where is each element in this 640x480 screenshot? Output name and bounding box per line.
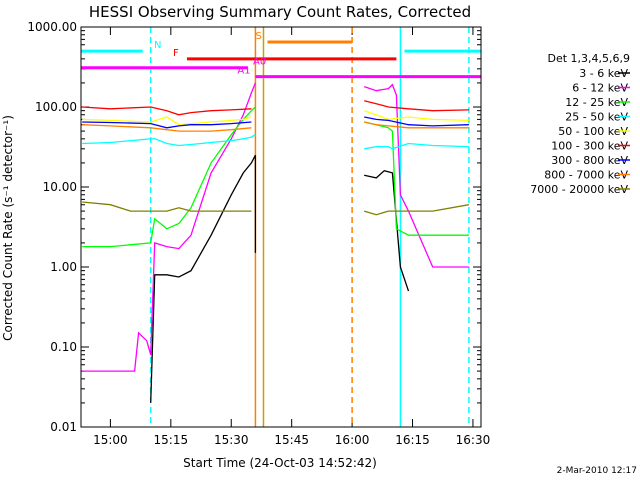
plot-frame [80, 26, 482, 428]
series-line-5 [82, 106, 252, 116]
y-tick-label: 0.01 [50, 420, 77, 434]
series-line-0 [150, 154, 257, 403]
flag-label: N [154, 40, 161, 51]
y-tick-label: 0.10 [50, 340, 77, 354]
series-line-7 [364, 121, 469, 129]
chart-title: HESSI Observing Summary Count Rates, Cor… [89, 3, 471, 21]
series-line-6 [364, 116, 469, 127]
flag-label: F [173, 48, 179, 59]
series-line-1 [82, 82, 257, 372]
footer-date: 2-Mar-2010 12:17 [557, 466, 637, 476]
series-line-2 [82, 106, 256, 248]
legend-label: 100 - 300 keV [551, 140, 628, 153]
series-line-4 [82, 116, 252, 126]
y-tick-label: 1.00 [50, 260, 77, 274]
series-line-6 [82, 121, 252, 129]
legend-label: 50 - 100 keV [558, 125, 628, 138]
legend-label: 800 - 7000 keV [544, 169, 628, 182]
x-axis-label: Start Time (24-Oct-03 14:52:42) [183, 456, 377, 470]
legend-label: 6 - 12 keV [572, 82, 628, 95]
series-line-0 [364, 169, 410, 292]
x-tick-label: 15:15 [154, 433, 189, 447]
x-tick-label: 15:45 [274, 433, 309, 447]
x-tick-label: 15:30 [214, 433, 249, 447]
series-line-4 [363, 110, 469, 122]
flag-label: A1 [237, 66, 250, 77]
series-line-5 [364, 100, 469, 112]
y-axis-label: Corrected Count Rate (s⁻¹ detector⁻¹) [1, 115, 15, 341]
flag-label: A0 [253, 57, 266, 68]
flag-label: S [256, 31, 262, 42]
legend-title: Det 1,3,4,5,6,9 [547, 52, 630, 65]
x-tick-label: 16:00 [335, 433, 370, 447]
y-tick-label: 10.00 [43, 180, 77, 194]
y-tick-label: 100.00 [35, 100, 77, 114]
series-line-8 [82, 201, 252, 212]
x-tick-label: 16:30 [456, 433, 491, 447]
legend-label: 12 - 25 keV [565, 96, 628, 109]
legend-label: 300 - 800 keV [551, 154, 628, 167]
series-line-3 [82, 134, 256, 147]
series-line-7 [82, 124, 252, 132]
series-line-3 [364, 142, 469, 150]
series-line-8 [364, 204, 470, 216]
y-tick-label: 1000.00 [27, 20, 77, 34]
legend-label: 25 - 50 keV [565, 111, 628, 124]
series-line-1 [363, 83, 469, 268]
legend-label: 3 - 6 keV [579, 67, 628, 80]
legend-label: 7000 - 20000 keV [530, 183, 628, 196]
series-line-2 [364, 121, 469, 236]
x-tick-label: 16:15 [395, 433, 430, 447]
x-tick-label: 15:00 [93, 433, 128, 447]
